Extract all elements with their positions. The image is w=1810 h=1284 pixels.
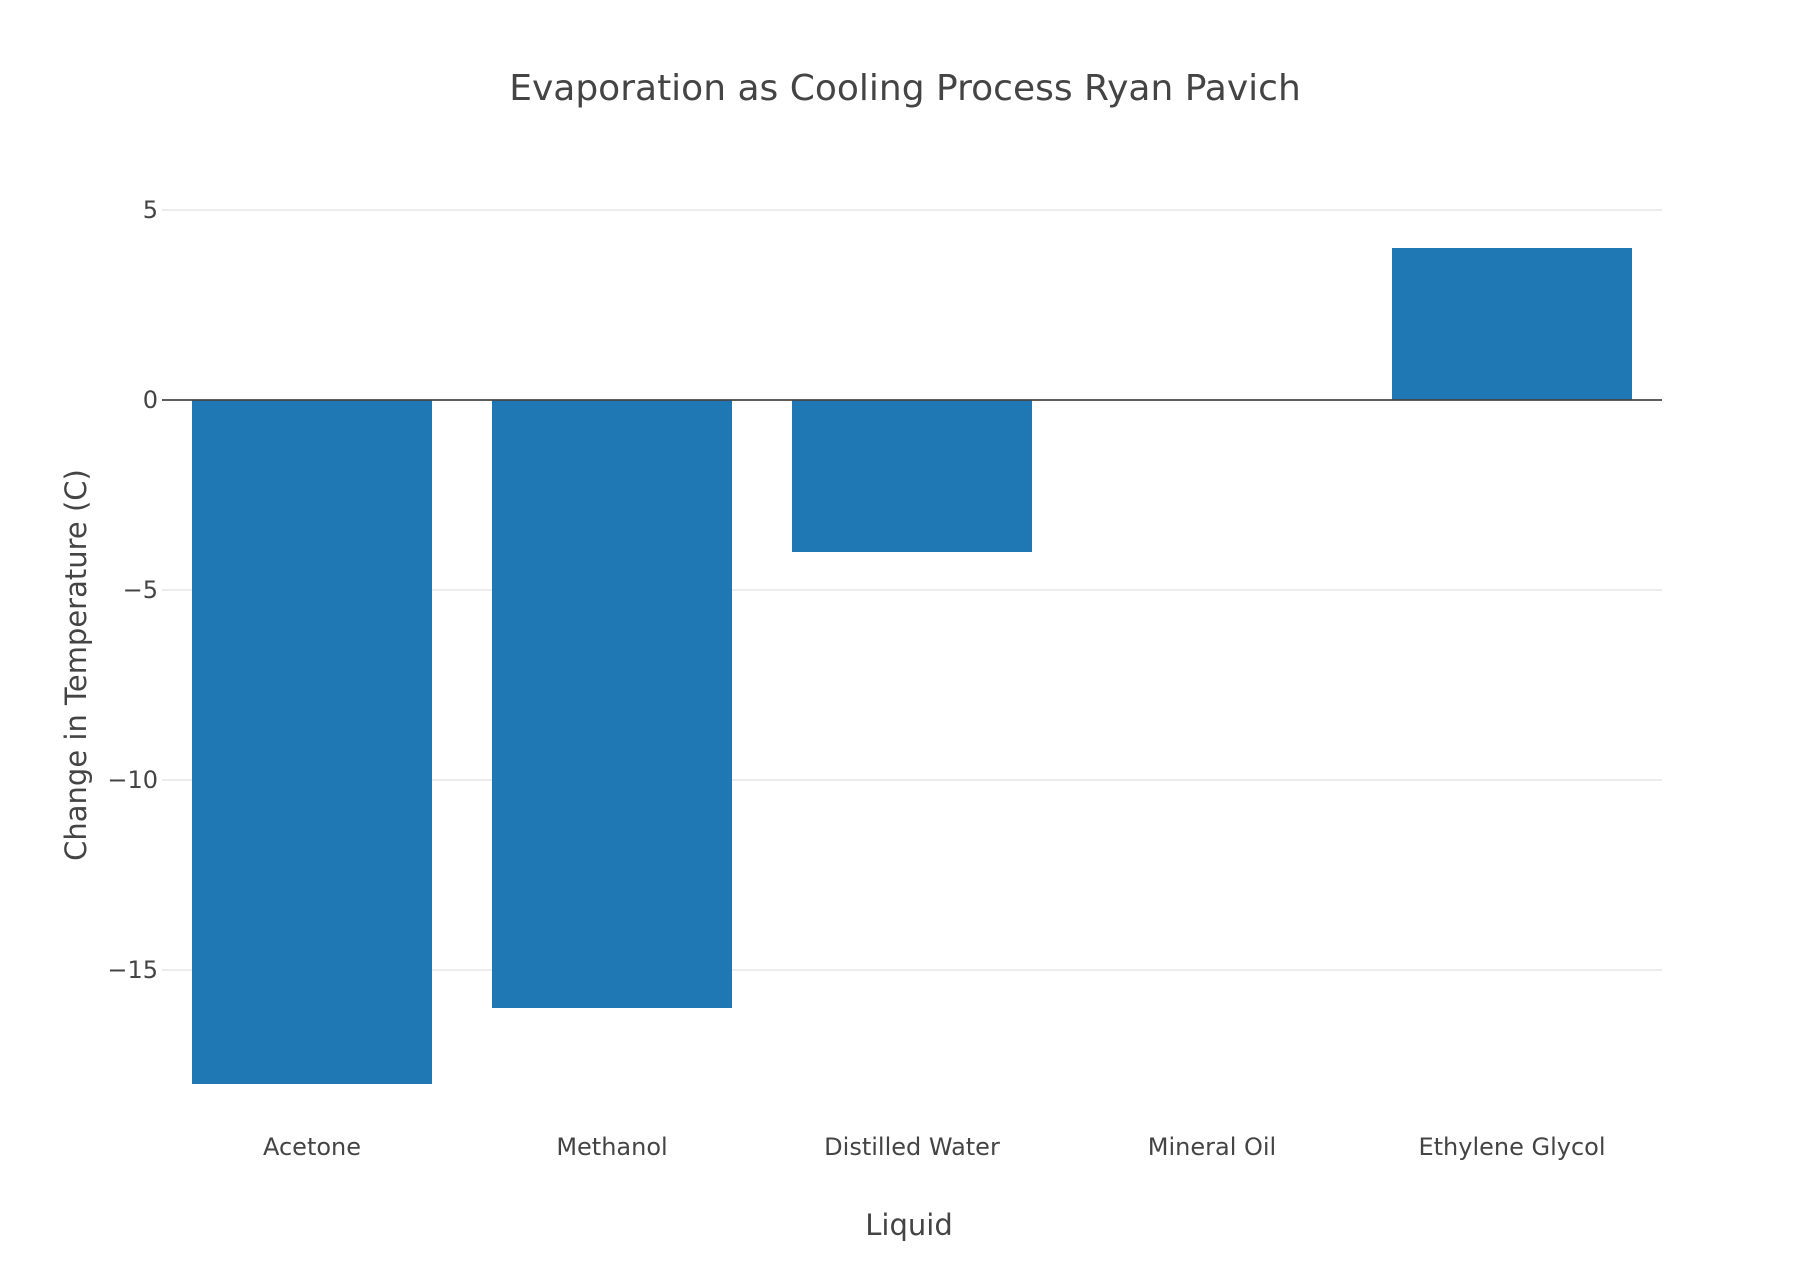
x-tick-label: Distilled Water <box>824 1133 1000 1161</box>
y-tick-label: −5 <box>123 576 158 604</box>
bar-methanol[interactable] <box>492 400 732 1008</box>
x-axis-ticks: Acetone Methanol Distilled Water Mineral Oi… <box>263 1133 1606 1161</box>
bar-acetone[interactable] <box>192 400 432 1084</box>
x-tick-label: Ethylene Glycol <box>1418 1133 1605 1161</box>
bar-distilled-water[interactable] <box>792 400 1032 552</box>
y-tick-label: 5 <box>143 196 158 224</box>
y-axis-ticks: 5 0 −5 −10 −15 <box>107 196 158 984</box>
x-tick-label: Acetone <box>263 1133 361 1161</box>
chart-title: Evaporation as Cooling Process Ryan Pavi… <box>509 68 1301 109</box>
bar-ethylene-glycol[interactable] <box>1392 248 1632 400</box>
y-tick-label: −15 <box>107 956 158 984</box>
x-tick-label: Mineral Oil <box>1148 1133 1276 1161</box>
y-tick-label: 0 <box>143 386 158 414</box>
bars <box>192 248 1632 1084</box>
y-axis-title: Change in Temperature (C) <box>59 469 93 861</box>
y-tick-label: −10 <box>107 766 158 794</box>
x-axis-title: Liquid <box>865 1208 952 1242</box>
x-tick-label: Methanol <box>556 1133 667 1161</box>
